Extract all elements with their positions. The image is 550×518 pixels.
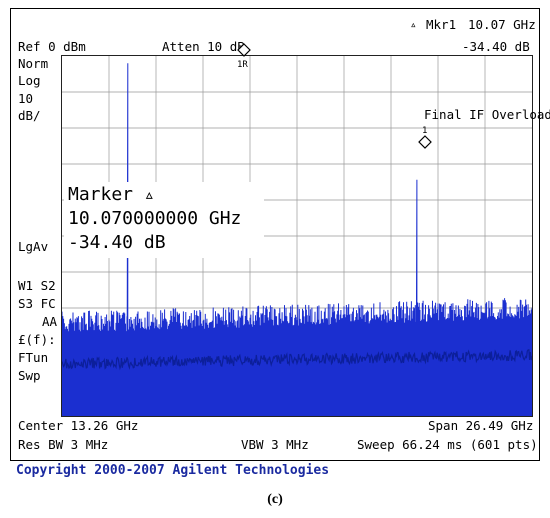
swp-label: Swp xyxy=(18,368,41,383)
marker-box-title: Marker ▵ xyxy=(68,184,155,205)
marker-1-diamond-icon[interactable] xyxy=(418,135,432,149)
center-frequency: Center 13.26 GHz xyxy=(18,418,139,433)
marker-box-amplitude: -34.40 dB xyxy=(68,232,166,253)
marker-readout-frequency: 10.07 GHz xyxy=(468,17,536,32)
marker-1r-label: 1R xyxy=(237,60,248,70)
video-bandwidth: VBW 3 MHz xyxy=(241,437,309,452)
marker-box-frequency: 10.070000000 GHz xyxy=(68,208,242,229)
scale-unit: dB/ xyxy=(18,108,41,123)
marker-readout-label: Mkr1 xyxy=(426,17,457,32)
w1s2-label: W1 S2 xyxy=(18,278,56,293)
resolution-bandwidth: Res BW 3 MHz xyxy=(18,437,109,452)
figure-caption: (c) xyxy=(267,492,283,507)
ef-label: £(f): xyxy=(18,332,56,347)
copyright-text: Copyright 2000-2007 Agilent Technologies xyxy=(16,463,330,478)
ref-level: Ref 0 dBm xyxy=(18,39,86,54)
lgav-label: LgAv xyxy=(18,239,49,254)
scale-value: 10 xyxy=(18,91,34,106)
spectrum-analyzer-screen: Ref 0 dBm Atten 10 dB ▵ Mkr1 10.07 GHz -… xyxy=(10,8,550,481)
delta-icon: ▵ xyxy=(410,18,417,31)
log-label: Log xyxy=(18,73,41,88)
span: Span 26.49 GHz xyxy=(428,418,534,433)
sweep-time: Sweep 66.24 ms (601 pts) xyxy=(357,437,538,452)
final-if-overload-message: Final IF Overload xyxy=(424,107,550,122)
copyright-bar: Copyright 2000-2007 Agilent Technologies xyxy=(10,460,540,481)
attenuation: Atten 10 dB xyxy=(162,39,245,54)
marker-readout-amplitude: -34.40 dB xyxy=(462,39,530,54)
marker-1r-diamond-icon[interactable] xyxy=(237,43,251,57)
spectrum-trace-lower xyxy=(62,349,532,371)
marker-1-label: 1 xyxy=(422,126,428,136)
s3fc-label: S3 FC xyxy=(18,296,56,311)
aa-label: AA xyxy=(42,314,58,329)
norm-label: Norm xyxy=(18,56,49,71)
spectrum-trace xyxy=(62,63,532,416)
marker-readout-box: Marker ▵ 10.070000000 GHz -34.40 dB xyxy=(64,182,264,258)
ftun-label: FTun xyxy=(18,350,49,365)
